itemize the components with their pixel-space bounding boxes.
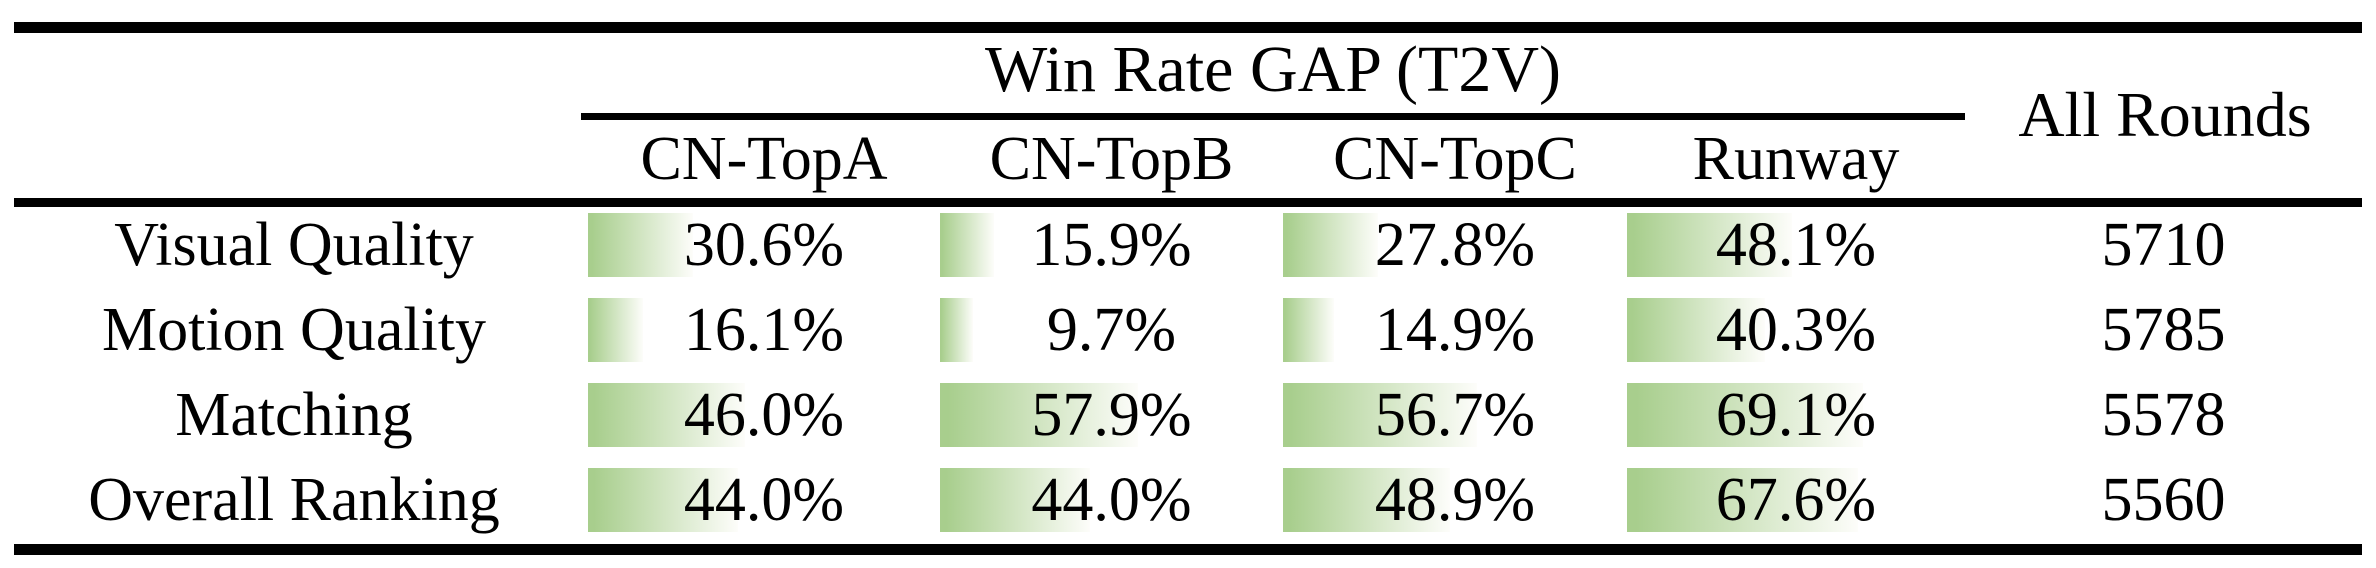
all-rounds-value: 5560	[2101, 466, 2226, 534]
win-rate-bar	[1627, 213, 1792, 277]
win-rate-value: 56.7%	[1374, 381, 1536, 449]
all-rounds-value: 5578	[2101, 381, 2226, 449]
column-header-cn-topc: CN-TopC	[1333, 125, 1577, 193]
column-header-cn-topa: CN-TopA	[640, 125, 888, 193]
row-label: Overall Ranking	[88, 466, 500, 534]
row-label: Matching	[175, 381, 413, 449]
column-header-all-rounds: All Rounds	[2018, 79, 2312, 150]
table-row: Matching 46.0% 57.9% 56.7% 69.1% 5578	[0, 373, 2376, 458]
all-rounds-value: 5785	[2101, 296, 2226, 364]
win-rate-bar	[588, 298, 643, 362]
row-label: Visual Quality	[114, 211, 474, 279]
win-rate-value: 48.1%	[1715, 211, 1877, 279]
win-rate-value: 40.3%	[1715, 296, 1877, 364]
win-rate-bar	[588, 468, 738, 532]
win-rate-value: 14.9%	[1374, 296, 1536, 364]
win-rate-bar	[1283, 213, 1378, 277]
win-rate-bar	[1627, 383, 1863, 447]
win-rate-value: 57.9%	[1031, 381, 1192, 449]
table-row: Overall Ranking 44.0% 44.0% 48.9% 67.6% …	[0, 458, 2376, 543]
table-bottom-rule	[14, 544, 2362, 555]
win-rate-bar	[1283, 298, 1334, 362]
win-rate-value: 48.9%	[1374, 466, 1536, 534]
win-rate-bar	[940, 383, 1138, 447]
win-rate-bar	[588, 383, 745, 447]
win-rate-value: 30.6%	[683, 211, 845, 279]
header-body-divider-rule	[14, 198, 2362, 207]
win-rate-value: 16.1%	[683, 296, 845, 364]
win-rate-bar	[1627, 298, 1765, 362]
win-rate-bar	[940, 298, 973, 362]
table-top-rule	[14, 22, 2362, 33]
win-rate-bar	[1283, 468, 1450, 532]
win-rate-value: 46.0%	[683, 381, 845, 449]
column-header-runway: Runway	[1692, 125, 1900, 193]
win-rate-bar	[1627, 468, 1858, 532]
column-header-cn-topb: CN-TopB	[989, 125, 1234, 193]
win-rate-value: 69.1%	[1715, 381, 1877, 449]
win-rate-value: 67.6%	[1715, 466, 1877, 534]
row-label: Motion Quality	[101, 296, 487, 364]
win-rate-value: 44.0%	[683, 466, 845, 534]
win-rate-value: 44.0%	[1031, 466, 1192, 534]
win-rate-bar	[588, 213, 693, 277]
all-rounds-value: 5710	[2101, 211, 2226, 279]
win-rate-bar	[940, 213, 994, 277]
group-header-underline-rule	[581, 113, 1965, 120]
win-rate-bar	[1283, 383, 1477, 447]
win-rate-bar	[940, 468, 1090, 532]
table-row: Visual Quality 30.6% 15.9% 27.8% 48.1% 5…	[0, 203, 2376, 288]
win-rate-value: 27.8%	[1374, 211, 1536, 279]
win-rate-value: 15.9%	[1031, 211, 1192, 279]
group-header-title: Win Rate GAP (T2V)	[985, 33, 1561, 106]
win-rate-value: 9.7%	[1046, 296, 1177, 364]
table-row: Motion Quality 16.1% 9.7% 14.9% 40.3% 57…	[0, 288, 2376, 373]
